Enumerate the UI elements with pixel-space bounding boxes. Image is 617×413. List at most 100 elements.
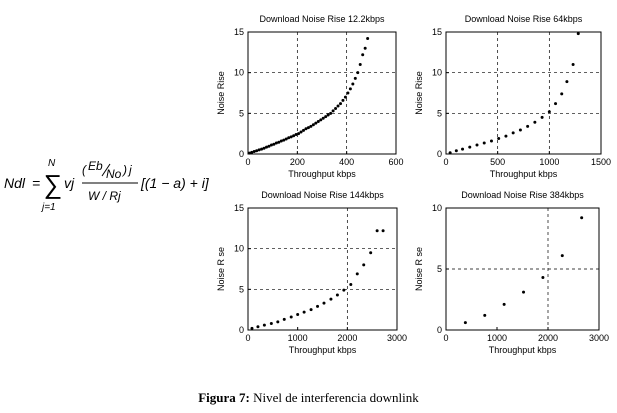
chart4-ylabel: Noise R se [414,247,424,291]
chart4-point [522,290,526,294]
chart1-ytick-label: 0 [239,149,244,159]
chart1-point [324,115,328,119]
chart1-point [247,151,251,155]
chart3-point [329,297,333,301]
formula-coef: vj [64,175,75,191]
chart1-point [339,102,342,106]
chart2-ytick-label: 15 [432,27,442,37]
chart1-point [265,145,268,149]
formula-lower-limit: j=1 [40,202,56,213]
chart1-ytick-label: 15 [234,27,244,37]
formula-graphic: Ndl = ∑ N j=1 vj ( Eb No ) j W / Rj [(1 … [4,158,210,213]
chart4-point [580,216,584,220]
chart1-point [336,104,340,108]
chart2-frame [445,31,602,155]
chart1-point [297,132,301,136]
chart1-point [326,113,330,117]
chart4-frame [445,207,600,331]
chart1-point [341,98,345,102]
chart2-xlabel: Throughput kbps [490,169,558,179]
chart4-point [502,302,506,306]
formula-upper-limit: N [48,158,56,169]
formula-equals: = [32,175,40,191]
chart2-point [576,32,580,36]
chart3-point [302,310,306,314]
chart1-xlabel: Throughput kbps [288,169,356,179]
chart4-ytick-label: 10 [432,203,442,213]
chart1-point [316,119,320,123]
chart4-xlabel: Throughput kbps [489,345,557,355]
chart1-point [267,144,271,148]
chart2-point [482,141,486,145]
chart1-point [309,124,313,128]
chart3-point [375,229,379,233]
chart2-ylabel: Noise Rise [414,71,424,115]
formula-sigma: ∑ [43,169,62,199]
chart1-point [361,53,365,57]
chart3-point [322,301,326,305]
chart3-ytick-label: 5 [239,284,244,294]
chart2-point [468,145,472,149]
chart4-xtick-label: 2000 [538,333,558,343]
chart1-ylabel: Noise Rise [216,71,226,115]
chart1-point [329,111,333,115]
chart3-point [335,293,339,297]
chart2-point [565,80,569,84]
chart3-ytick-label: 0 [239,325,244,335]
chart3-point [381,229,385,233]
chart2-title: Download Noise Rise 64kbps [465,14,583,24]
chart3-point [269,321,273,325]
chart2-xtick-label: 500 [490,157,505,167]
chart1-point [287,136,291,140]
chart1-point [262,146,266,150]
chart3-ytick-label: 15 [234,203,244,213]
chart1-point [346,91,350,95]
chart1-point [311,123,315,127]
chart3-xtick-label: 0 [245,333,250,343]
formula-slash [101,163,111,177]
chart3-point [309,308,313,312]
chart4-point [560,254,564,258]
chart3-point [349,282,353,286]
chart1-point [292,134,296,138]
chart3-xtick-label: 3000 [387,333,407,343]
chart1-point [331,109,335,113]
chart1-point [289,135,293,139]
chart1-point [304,127,308,131]
chart1-point [299,130,303,134]
chart3-point [276,320,280,324]
chart1-point [321,116,325,120]
chart1-xtick-label: 400 [339,157,354,167]
chart1-point [363,46,367,50]
figure-caption: Figura 7: Nivel de interferencia downlin… [0,390,617,406]
chart3-point [369,251,373,255]
chart3-point [316,304,320,308]
chart3-ytick-label: 10 [234,244,244,254]
chart4-title: Download Noise Rise 384kbps [461,190,584,200]
chart2-ytick-label: 0 [437,149,442,159]
chart4-xtick-label: 1000 [487,333,507,343]
chart4-xtick-label: 0 [443,333,448,343]
chart1-point [284,137,288,141]
chart1-point [269,143,273,147]
chart2-point [504,134,508,138]
chart3-point [296,313,300,317]
chart1-point [274,141,278,145]
chart3-point [282,317,286,321]
chart1-point [343,95,347,99]
noise-formula: Ndl = ∑ N j=1 vj ( Eb No ) j W / Rj [(1 … [2,150,232,220]
chart2-xtick-label: 1500 [591,157,611,167]
chart2-point [518,128,522,132]
chart2-xtick-label: 0 [443,157,448,167]
chart1-point [250,150,254,154]
caption-label: Figura 7: [198,390,250,405]
chart1-point [353,76,357,80]
caption-text: Nivel de interferencia downlink [253,390,419,405]
formula-num-j: j [127,163,132,177]
formula-num-open: ( [82,163,88,177]
chart1-point [294,132,298,136]
chart3-xlabel: Throughput kbps [289,345,357,355]
chart4-ytick-label: 5 [437,264,442,274]
chart2-xtick-label: 1000 [539,157,559,167]
chart4-ytick-label: 0 [437,325,442,335]
